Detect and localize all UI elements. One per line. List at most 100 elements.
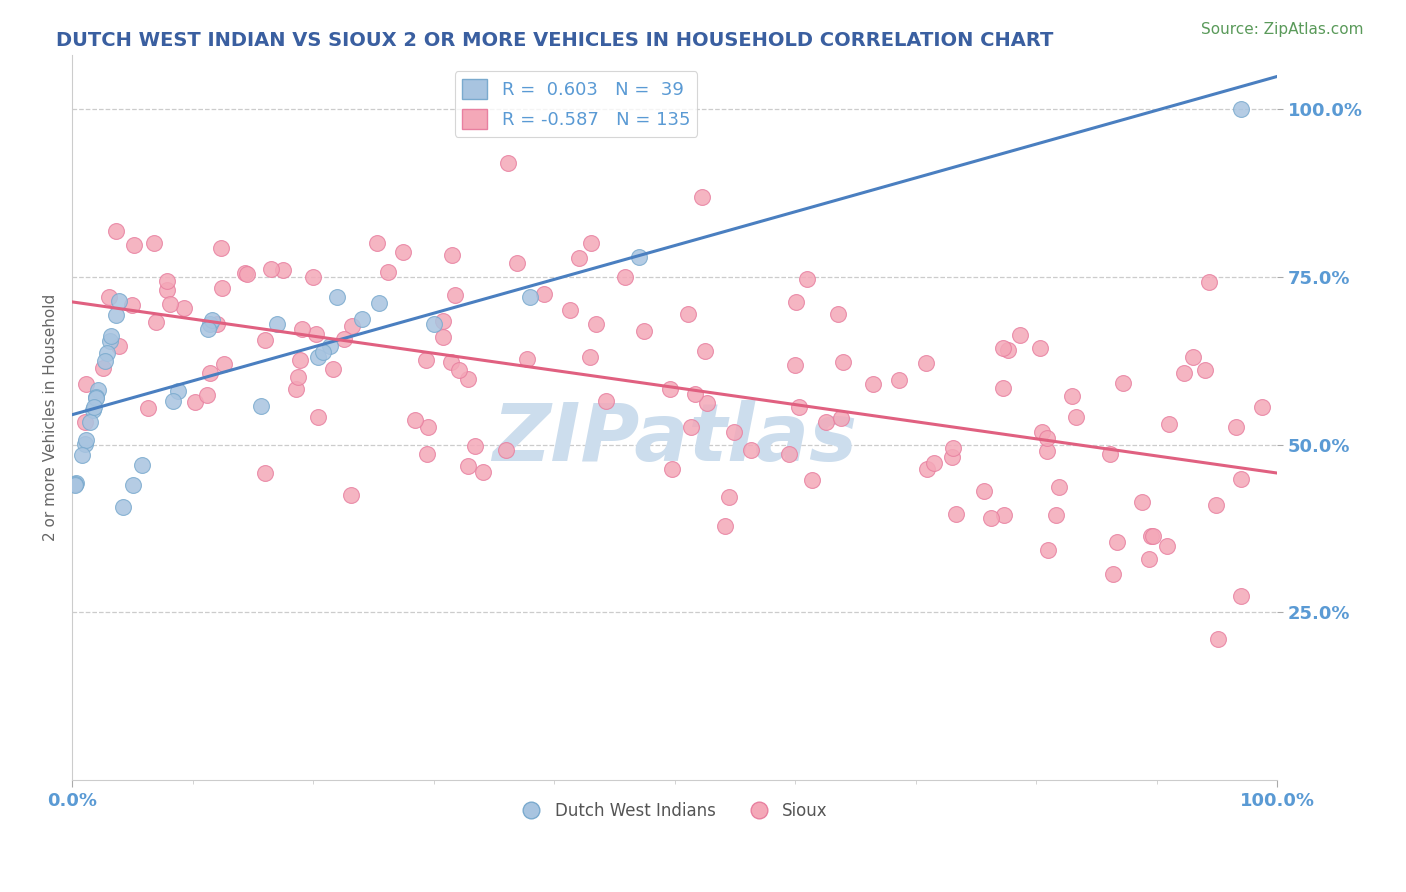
Point xyxy=(1008,328,1031,343)
Point xyxy=(79,415,101,429)
Point xyxy=(254,466,277,480)
Point xyxy=(457,458,479,473)
Point xyxy=(285,382,308,396)
Point xyxy=(75,434,97,448)
Point xyxy=(84,390,107,404)
Point xyxy=(87,383,110,397)
Point xyxy=(197,388,219,402)
Point xyxy=(595,393,617,408)
Point xyxy=(416,447,439,461)
Point xyxy=(236,267,259,281)
Point xyxy=(136,401,159,415)
Point xyxy=(1036,444,1059,458)
Point xyxy=(585,318,607,332)
Point xyxy=(1140,529,1163,543)
Point xyxy=(266,317,288,331)
Point xyxy=(108,294,131,309)
Point xyxy=(862,376,884,391)
Point xyxy=(432,329,454,343)
Point xyxy=(993,508,1015,523)
Point xyxy=(676,307,699,321)
Point xyxy=(814,415,837,429)
Point xyxy=(942,441,965,455)
Point xyxy=(65,476,87,491)
Point xyxy=(104,224,127,238)
Point xyxy=(84,391,107,405)
Point xyxy=(1156,539,1178,553)
Point xyxy=(1198,276,1220,290)
Point xyxy=(156,283,179,297)
Point xyxy=(1029,341,1052,355)
Point xyxy=(73,416,96,430)
Point xyxy=(145,315,167,329)
Point xyxy=(404,413,426,427)
Point xyxy=(214,357,236,371)
Point xyxy=(173,301,195,316)
Point xyxy=(533,287,555,301)
Point xyxy=(1066,410,1088,425)
Point xyxy=(519,290,541,304)
Point xyxy=(422,317,444,331)
Legend: Dutch West Indians, Sioux: Dutch West Indians, Sioux xyxy=(515,795,835,826)
Point xyxy=(143,236,166,251)
Point xyxy=(415,352,437,367)
Point xyxy=(696,396,718,410)
Point xyxy=(91,360,114,375)
Point xyxy=(312,345,335,359)
Point xyxy=(1036,543,1059,558)
Point xyxy=(211,281,233,295)
Point xyxy=(131,458,153,473)
Point xyxy=(440,355,463,369)
Point xyxy=(342,319,364,334)
Point xyxy=(198,317,221,331)
Point xyxy=(991,381,1014,395)
Point xyxy=(254,333,277,347)
Point xyxy=(162,394,184,409)
Point xyxy=(922,456,945,470)
Point xyxy=(796,272,818,286)
Point xyxy=(1099,447,1122,461)
Point xyxy=(197,321,219,335)
Point xyxy=(1225,419,1247,434)
Point xyxy=(159,297,181,311)
Point xyxy=(444,288,467,302)
Point xyxy=(122,478,145,492)
Point xyxy=(778,447,800,461)
Point xyxy=(579,236,602,251)
Point xyxy=(1194,362,1216,376)
Point xyxy=(714,518,737,533)
Point xyxy=(627,250,650,264)
Point xyxy=(659,383,682,397)
Point xyxy=(1230,472,1253,486)
Point xyxy=(472,465,495,479)
Point xyxy=(198,367,221,381)
Text: ZIPatlas: ZIPatlas xyxy=(492,401,858,478)
Point xyxy=(1173,366,1195,380)
Point xyxy=(800,473,823,487)
Point xyxy=(305,326,328,341)
Point xyxy=(830,410,852,425)
Point xyxy=(1230,589,1253,603)
Point xyxy=(73,437,96,451)
Y-axis label: 2 or more Vehicles in Household: 2 or more Vehicles in Household xyxy=(44,294,58,541)
Point xyxy=(787,401,810,415)
Point xyxy=(111,500,134,514)
Point xyxy=(917,462,939,476)
Point xyxy=(945,508,967,522)
Point xyxy=(717,490,740,504)
Point xyxy=(322,362,344,376)
Point xyxy=(679,420,702,434)
Point xyxy=(827,307,849,321)
Point xyxy=(350,311,373,326)
Point xyxy=(723,425,745,440)
Point xyxy=(63,478,86,492)
Point xyxy=(1205,499,1227,513)
Point xyxy=(418,419,440,434)
Point xyxy=(288,352,311,367)
Point xyxy=(661,461,683,475)
Point xyxy=(997,343,1019,357)
Point xyxy=(108,339,131,353)
Point xyxy=(122,237,145,252)
Point xyxy=(568,251,591,265)
Point xyxy=(1105,534,1128,549)
